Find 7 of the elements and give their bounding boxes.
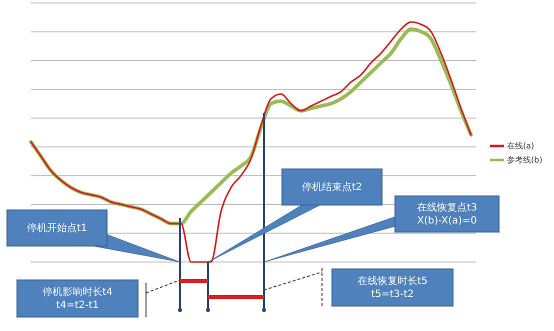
annotation: 停机开始点t1 [26,222,88,234]
legend-label: 在线(a) [507,142,534,150]
annotation: 在线恢复点t3 X(b)-X(a)=0 [416,201,478,226]
text: 在线恢复时长t5 t5=t3-t2 [357,274,428,300]
text: 停机影响时长t4 t4=t2-t1 [42,286,113,310]
annotation: 停机结束点t2 [302,180,362,192]
legend-label: 参考线(b) [507,156,542,164]
